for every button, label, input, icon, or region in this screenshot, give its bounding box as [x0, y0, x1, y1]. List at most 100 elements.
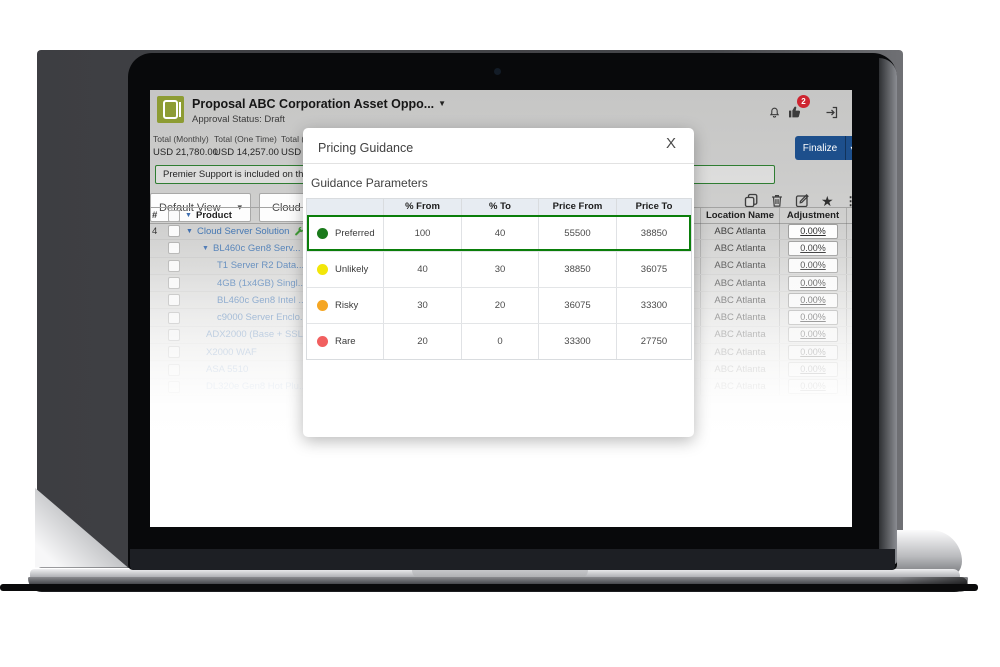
finalize-button[interactable]: Finalize: [795, 136, 845, 160]
adjustment-link[interactable]: 0.00%: [788, 292, 838, 308]
total-monthly: Total (Monthly) USD 21,780.00: [153, 134, 218, 158]
col-adjustment[interactable]: Adjustment: [779, 208, 847, 223]
guidance-table: % From% To Price From Price To Preferred 1…: [306, 198, 692, 360]
adjustment-cell[interactable]: 0.00%: [779, 378, 847, 395]
guidance-col-header: Price From: [538, 199, 616, 215]
guidance-label: Risky: [335, 300, 359, 311]
guidance-label: Rare: [335, 336, 356, 347]
product-link[interactable]: Cloud Server Solution: [197, 225, 290, 237]
guidance-row[interactable]: Unlikely 40 30 38850 36075: [307, 251, 691, 287]
pct-to-cell: 40: [461, 216, 538, 251]
row-checkbox[interactable]: [168, 311, 180, 324]
adjustment-cell[interactable]: 0.00%: [779, 344, 847, 361]
guidance-row[interactable]: Preferred 100 40 55500 38850: [307, 215, 691, 251]
bell-icon[interactable]: [765, 103, 783, 121]
row-number: 4: [152, 225, 158, 237]
product-link[interactable]: BL460c Gen8 Serv...: [213, 242, 301, 254]
adjustment-cell[interactable]: 0.00%: [779, 274, 847, 292]
adjustment-cell[interactable]: 0.00%: [779, 223, 847, 240]
expand-caret-icon[interactable]: ▼: [186, 227, 193, 235]
finalize-split-button[interactable]: Finalize ▾: [795, 136, 852, 160]
guidance-label: Preferred: [335, 228, 375, 239]
price-from-cell: 36075: [538, 288, 616, 323]
copy-icon[interactable]: [744, 193, 759, 208]
row-checkbox[interactable]: [168, 294, 180, 307]
sign-out-icon[interactable]: [822, 103, 840, 121]
product-link[interactable]: ASA 5510: [206, 364, 249, 376]
adjustment-link[interactable]: 0.00%: [788, 362, 838, 378]
status-dot: [317, 336, 328, 347]
guidance-col-header: % To: [461, 199, 538, 215]
price-from-cell: 38850: [538, 252, 616, 287]
location-cell: ABC Atlanta: [700, 309, 779, 326]
product-link[interactable]: BL460c Gen8 Intel ...: [217, 294, 307, 306]
guidance-col-header: % From: [383, 199, 461, 215]
adjustment-link[interactable]: 0.00%: [788, 275, 838, 291]
adjustment-cell[interactable]: 0.00%: [779, 292, 847, 309]
product-link[interactable]: c9000 Server Enclo...: [217, 312, 308, 324]
pct-to-cell: 20: [461, 288, 538, 323]
close-icon[interactable]: X: [666, 135, 677, 152]
guidance-col-header: [307, 199, 383, 215]
laptop-bezel-edge: [879, 58, 897, 564]
trash-icon[interactable]: [770, 193, 784, 208]
modal-divider: [303, 163, 694, 164]
laptop-base-notch: [412, 569, 588, 579]
col-index: #: [152, 210, 158, 221]
row-checkbox[interactable]: [168, 259, 180, 272]
location-cell: ABC Atlanta: [700, 240, 779, 257]
product-sort-caret-icon[interactable]: ▼: [185, 212, 192, 219]
price-from-cell: 55500: [538, 216, 616, 251]
row-checkbox[interactable]: [168, 363, 180, 376]
select-all-checkbox[interactable]: [168, 209, 180, 222]
guidance-row[interactable]: Rare 20 0 33300 27750: [307, 323, 691, 359]
location-cell: ABC Atlanta: [700, 344, 779, 361]
row-checkbox[interactable]: [168, 225, 180, 238]
row-checkbox[interactable]: [168, 277, 180, 290]
more-icon[interactable]: ⋮: [844, 193, 852, 208]
row-checkbox[interactable]: [168, 328, 180, 341]
edit-icon[interactable]: [795, 193, 810, 208]
app-screen: Proposal ABC Corporation Asset Oppo... ▼ …: [150, 90, 852, 527]
adjustment-link[interactable]: 0.00%: [788, 240, 838, 256]
product-link[interactable]: DL320e Gen8 Hot Plu...: [206, 381, 307, 393]
adjustment-cell[interactable]: 0.00%: [779, 361, 847, 378]
adjustment-link[interactable]: 0.00%: [788, 258, 838, 274]
price-to-cell: 38850: [616, 216, 691, 251]
expand-caret-icon[interactable]: ▼: [202, 244, 209, 252]
adjustment-cell[interactable]: 0.00%: [779, 326, 847, 344]
adjustment-cell[interactable]: 0.00%: [779, 240, 847, 257]
star-icon[interactable]: ★: [821, 192, 834, 209]
location-cell: ABC Atlanta: [700, 274, 779, 292]
col-product[interactable]: Product: [196, 210, 232, 221]
pct-from-cell: 40: [383, 252, 461, 287]
notification-badge: 2: [797, 95, 810, 108]
adjustment-cell[interactable]: 0.00%: [779, 309, 847, 326]
guidance-label: Unlikely: [335, 264, 369, 275]
guidance-row[interactable]: Risky 30 20 36075 33300: [307, 287, 691, 323]
laptop-base-top: [30, 569, 960, 579]
status-dot: [317, 228, 328, 239]
laptop-bezel-bottom: [130, 549, 895, 570]
adjustment-link[interactable]: 0.00%: [788, 379, 838, 395]
product-link[interactable]: T1 Server R2 Data...: [217, 260, 305, 272]
guidance-table-body: Preferred 100 40 55500 38850 Unlikely 40…: [307, 215, 691, 359]
product-link[interactable]: X2000 WAF: [206, 346, 257, 358]
location-cell: ABC Atlanta: [700, 378, 779, 395]
row-checkbox[interactable]: [168, 346, 180, 359]
row-checkbox[interactable]: [168, 242, 180, 255]
row-checkbox[interactable]: [168, 380, 180, 393]
adjustment-link[interactable]: 0.00%: [788, 223, 838, 239]
adjustment-link[interactable]: 0.00%: [788, 344, 838, 360]
proposal-title[interactable]: Proposal ABC Corporation Asset Oppo... ▼: [192, 97, 447, 111]
finalize-dropdown[interactable]: ▾: [845, 136, 852, 160]
adjustment-link[interactable]: 0.00%: [788, 327, 838, 343]
col-location[interactable]: Location Name: [700, 208, 779, 223]
price-from-cell: 33300: [538, 324, 616, 359]
product-link[interactable]: ADX2000 (Base + SSL): [206, 329, 307, 341]
adjustment-cell[interactable]: 0.00%: [779, 257, 847, 274]
price-to-cell: 27750: [616, 324, 691, 359]
adjustment-link[interactable]: 0.00%: [788, 310, 838, 326]
product-link[interactable]: 4GB (1x4GB) Singl...: [217, 277, 306, 289]
total-one-time: Total (One Time) USD 14,257.00: [214, 134, 279, 158]
